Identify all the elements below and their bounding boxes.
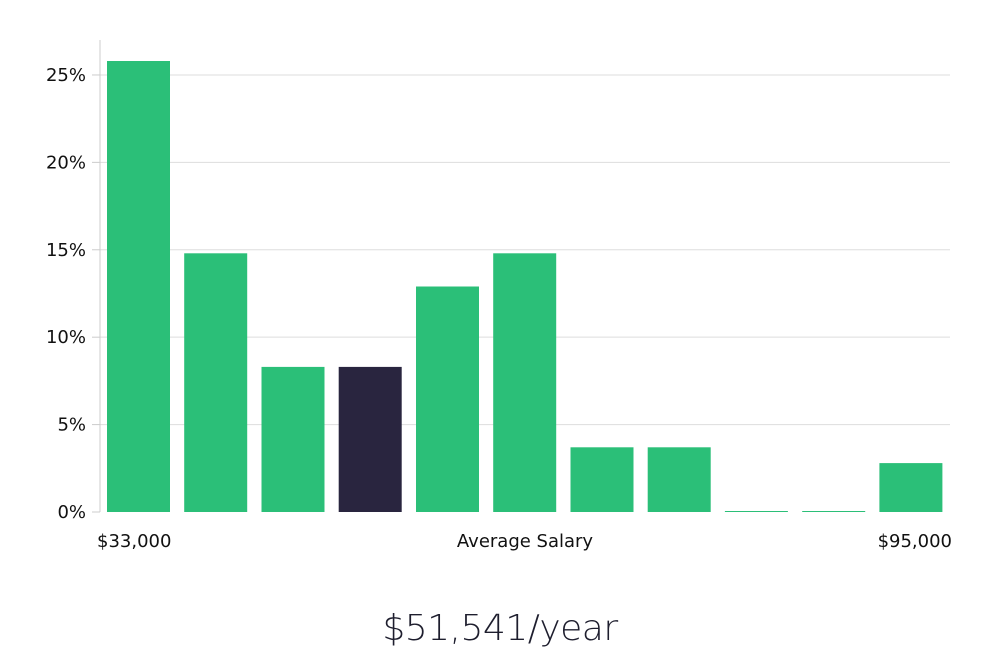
bars xyxy=(107,61,943,513)
y-tick-label: 20% xyxy=(46,152,86,173)
y-tick-label: 15% xyxy=(46,240,86,261)
bar xyxy=(724,511,788,512)
bar xyxy=(647,447,711,512)
y-axis-ticks: 0% 5% 10% 15% 20% 25% xyxy=(46,65,100,523)
bar xyxy=(184,253,248,513)
y-tick-label: 0% xyxy=(57,502,86,523)
x-min-label: $33,000 xyxy=(97,531,171,552)
bar xyxy=(493,253,557,513)
bar xyxy=(107,61,170,512)
y-tick-label: 10% xyxy=(46,327,86,348)
x-max-label: $95,000 xyxy=(878,531,952,552)
bar xyxy=(416,286,479,512)
bar-highlighted xyxy=(338,366,402,512)
bar xyxy=(570,447,634,512)
bar xyxy=(261,366,325,512)
x-center-label: Average Salary xyxy=(457,531,594,552)
average-salary-value: $51,541/year xyxy=(382,608,618,649)
bar xyxy=(802,511,866,512)
bar xyxy=(879,463,943,512)
y-tick-label: 5% xyxy=(57,415,86,436)
y-tick-label: 25% xyxy=(46,65,86,86)
salary-histogram: 0%5%10%15%20%25% $33,000 Average Salary … xyxy=(46,40,952,552)
